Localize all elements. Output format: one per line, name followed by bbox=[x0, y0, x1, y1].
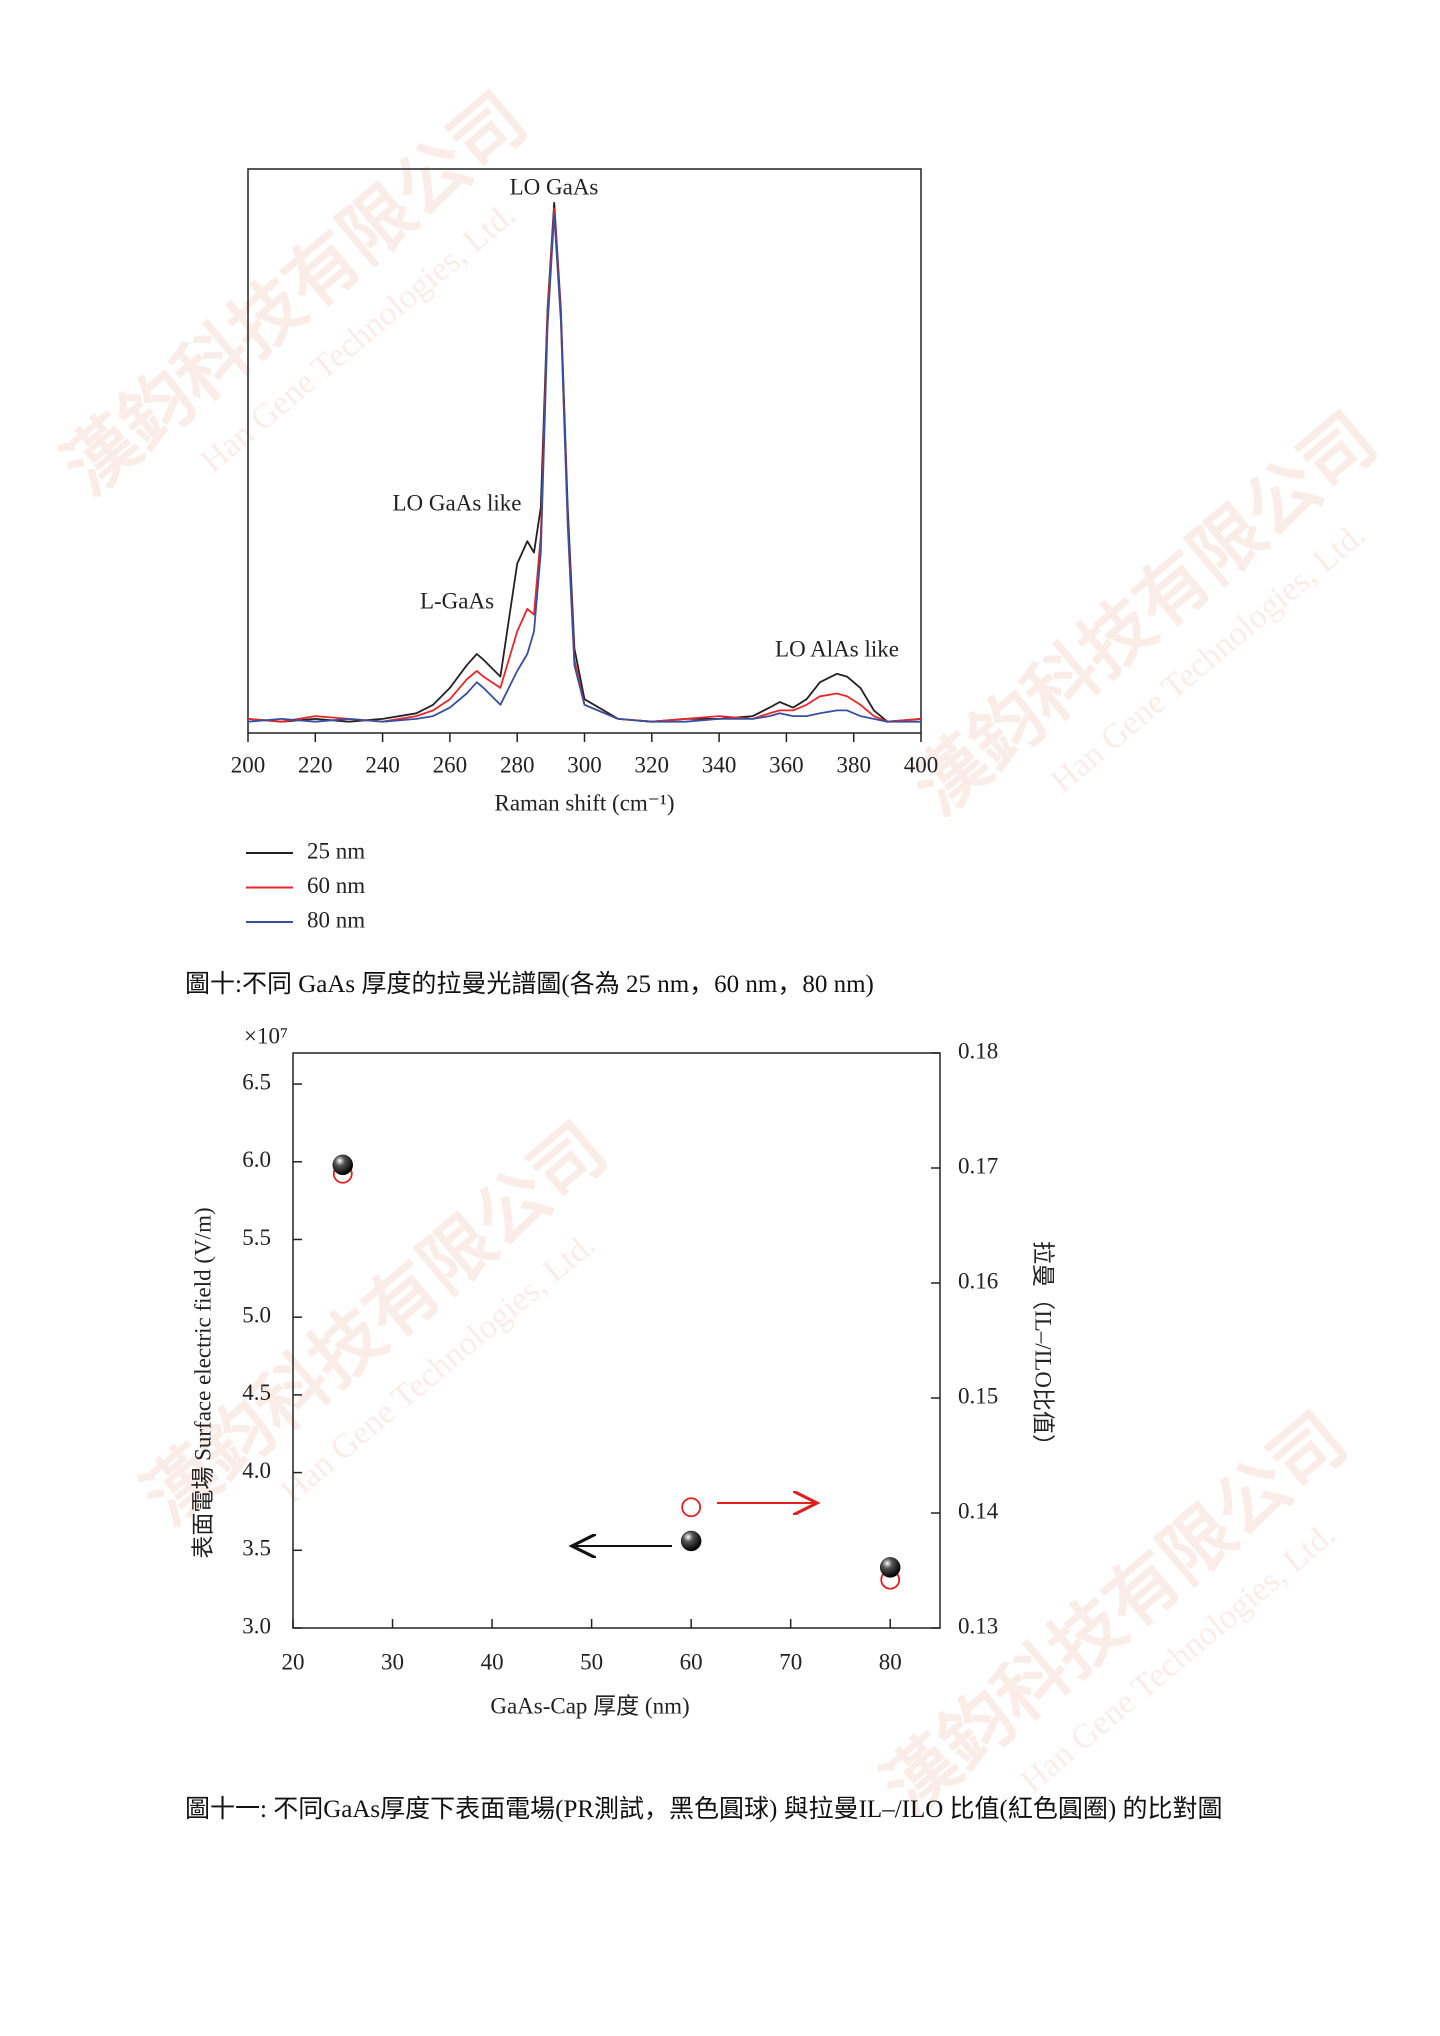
x-axis-label: Raman shift (cm⁻¹) bbox=[495, 790, 675, 815]
x-tick-label: 30 bbox=[381, 1649, 404, 1674]
y2-tick-label: 0.18 bbox=[958, 1038, 998, 1063]
x-tick-label: 380 bbox=[836, 752, 871, 777]
x-tick-label: 80 bbox=[879, 1649, 902, 1674]
y-tick-label: 6.5 bbox=[242, 1069, 271, 1094]
y2-tick-label: 0.13 bbox=[958, 1613, 998, 1638]
x-tick-label: 70 bbox=[779, 1649, 802, 1674]
x-tick-label: 200 bbox=[231, 752, 266, 777]
plot-frame bbox=[292, 1052, 941, 1629]
legend-label: 25 nm bbox=[307, 838, 365, 863]
x-axis-label: GaAs-Cap 厚度 (nm) bbox=[490, 1693, 689, 1718]
raman-chart: 200 220 240 260 280 300 320 340 360 380 400 Raman s… bbox=[231, 168, 939, 932]
y-tick-label: 4.5 bbox=[242, 1380, 271, 1405]
y2-tick-label: 0.14 bbox=[958, 1498, 999, 1523]
data-point bbox=[332, 1154, 354, 1176]
watermark-cn: 漢鈞科技有限公司 bbox=[869, 1398, 1362, 1830]
peak-annotation: L-GaAs bbox=[420, 588, 494, 613]
x-tick-label: 280 bbox=[500, 752, 535, 777]
y-tick-label: 6.0 bbox=[242, 1147, 271, 1172]
data-point bbox=[681, 1497, 702, 1518]
x-tick-label: 300 bbox=[567, 752, 602, 777]
watermark-cn: 漢鈞科技有限公司 bbox=[899, 398, 1392, 830]
y-tick-label: 3.0 bbox=[242, 1613, 271, 1638]
x-tick-label: 360 bbox=[769, 752, 804, 777]
peak-annotation: LO GaAs like bbox=[392, 490, 521, 515]
x-tick-label: 340 bbox=[702, 752, 737, 777]
x-tick-label: 320 bbox=[635, 752, 670, 777]
y-axis-multiplier: ×10⁷ bbox=[244, 1023, 288, 1048]
x-tick-label: 50 bbox=[580, 1649, 603, 1674]
peak-annotation: LO AlAs like bbox=[775, 636, 899, 661]
x-tick-label: 400 bbox=[904, 752, 939, 777]
y-tick-label: 5.5 bbox=[242, 1225, 271, 1250]
caption: 圖十:不同 GaAs 厚度的拉曼光譜圖(各為 25 nm，60 nm，80 nm… bbox=[185, 971, 874, 998]
y-axis-label: 表面電場 Surface electric field (V/m) bbox=[190, 1207, 215, 1558]
peak-annotation: LO GaAs bbox=[510, 174, 599, 199]
y2-axis-label: 拉曼（IL–/ILO比值） bbox=[1031, 1241, 1056, 1457]
x-tick-label: 20 bbox=[282, 1649, 305, 1674]
field-ratio-chart: 20 30 40 50 60 70 80 3.0 3.5 4.0 4.5 5.0 5.5 6.0 6.5 0.… bbox=[190, 1023, 1055, 1718]
data-point bbox=[680, 1530, 702, 1552]
legend-label: 80 nm bbox=[307, 907, 365, 932]
y2-tick-label: 0.16 bbox=[958, 1268, 998, 1293]
y2-tick-label: 0.15 bbox=[958, 1383, 998, 1408]
y-tick-label: 4.0 bbox=[242, 1458, 271, 1483]
x-tick-label: 260 bbox=[433, 752, 468, 777]
x-tick-label: 240 bbox=[365, 752, 400, 777]
spectrum-line bbox=[247, 213, 921, 723]
caption: 圖十一: 不同GaAs厚度下表面電場(PR測試，黑色圓球) 與拉曼IL–/ILO… bbox=[185, 1796, 1223, 1823]
watermark-cn: 漢鈞科技有限公司 bbox=[49, 78, 542, 510]
y2-tick-label: 0.17 bbox=[958, 1153, 998, 1178]
y-tick-label: 3.5 bbox=[242, 1536, 271, 1561]
y-tick-label: 5.0 bbox=[242, 1302, 271, 1327]
x-tick-label: 220 bbox=[298, 752, 333, 777]
data-point bbox=[879, 1557, 901, 1578]
x-tick-label: 40 bbox=[481, 1649, 504, 1674]
x-tick-label: 60 bbox=[680, 1649, 703, 1674]
legend-label: 60 nm bbox=[307, 873, 365, 898]
